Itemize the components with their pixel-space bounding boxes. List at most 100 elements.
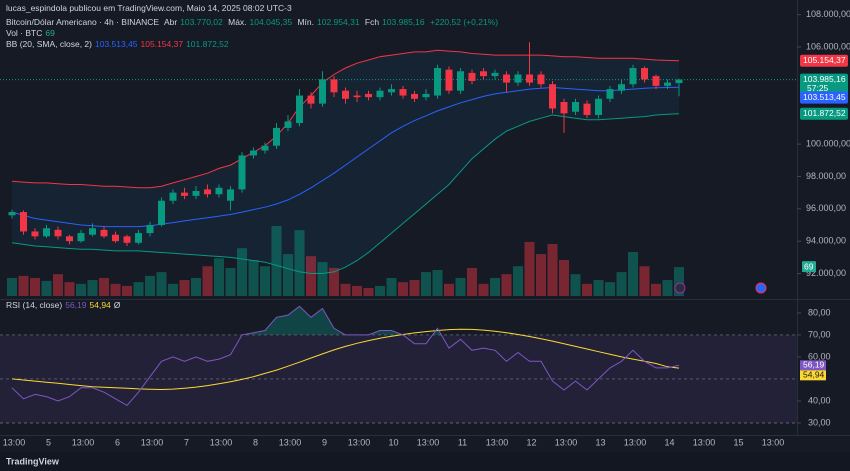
volume-bar: [179, 280, 190, 296]
rsi-ma: 54,94: [89, 300, 111, 310]
high: 104.045,35: [249, 17, 293, 27]
volume-bar: [191, 277, 201, 296]
x-tick-label: 14: [664, 437, 674, 447]
candle-body: [261, 145, 269, 151]
candle-body: [480, 71, 487, 77]
candle-body: [204, 189, 211, 195]
y-tick-label: 70,00: [808, 329, 831, 339]
candle-body: [146, 224, 154, 234]
x-tick-label: 7: [184, 437, 189, 447]
candle-body: [43, 228, 50, 237]
candle-body: [526, 74, 533, 83]
candle-body: [330, 79, 338, 93]
rsi: 56,19: [65, 300, 87, 310]
candle-body: [583, 103, 591, 115]
candle-body: [158, 200, 165, 225]
volume-bar: [582, 283, 592, 296]
volume-bar: [76, 283, 86, 296]
volume-bar: [363, 288, 374, 296]
volume-bar: [409, 280, 420, 296]
volume-bar: [662, 280, 673, 296]
volume-bar: [202, 266, 213, 296]
candle-body: [181, 192, 188, 196]
volume-tag-text: 69: [804, 261, 814, 271]
x-tick-label: 13:00: [141, 437, 164, 447]
volume-bar: [340, 283, 351, 296]
volume: 69: [45, 28, 55, 38]
brand: TradingView: [6, 456, 60, 466]
volume-bar: [559, 259, 569, 296]
bb-upper-tag-box: [800, 54, 848, 67]
volume-bar: [375, 285, 385, 296]
candle-body: [342, 90, 349, 99]
volume-bar: [329, 267, 339, 296]
change: +220,52 (+0,21%): [430, 17, 499, 27]
volume-bar: [271, 226, 282, 296]
x-tick-label: 13:00: [693, 437, 716, 447]
volume-bar: [237, 248, 247, 296]
y-tick-label: 96.000,00: [806, 203, 846, 213]
countdown: 57:25: [807, 83, 829, 93]
y-tick-label: 60,00: [808, 351, 831, 361]
volume-bar: [317, 262, 328, 296]
bb-lower-line: [11, 113, 680, 274]
x-tick-label: 13:00: [72, 437, 95, 447]
open-label: Abr: [163, 17, 178, 27]
volume-bar: [30, 277, 40, 296]
low: 102.954,31: [317, 17, 360, 27]
candle-body: [135, 233, 142, 243]
candle-body: [215, 187, 223, 195]
candle-body: [399, 89, 407, 96]
y-tick-label: 94.000,00: [806, 236, 846, 246]
candle-body: [434, 68, 441, 96]
y-tick-label: 30,00: [808, 417, 831, 427]
candle-body: [388, 89, 395, 93]
bb-lower-tag-text: 101.872,52: [803, 108, 846, 118]
plot-layer: 92.000,00 94.000,00 96.000,00 98.000,00 100.…: [0, 9, 850, 447]
rsi-tag-text: 56,19: [803, 360, 825, 370]
volume-bar: [53, 274, 63, 296]
y-tick-label: 100.000,00: [806, 138, 850, 148]
volume-bar: [501, 274, 512, 296]
candle-body: [595, 98, 602, 115]
y-tick-label: 98.000,00: [806, 171, 846, 181]
candle-body: [664, 82, 671, 86]
x-tick-label: 13:00: [348, 437, 371, 447]
volume-bar: [444, 283, 454, 296]
bb-basis-line: [11, 86, 680, 228]
x-tick-label: 9: [322, 437, 327, 447]
volume-bar: [455, 277, 466, 296]
x-tick-label: 11: [458, 437, 467, 447]
x-tick-label: 13:00: [486, 437, 509, 447]
candle-body: [560, 102, 568, 114]
candle-body: [468, 72, 476, 81]
bb-lower-tag-box: [800, 107, 848, 120]
candle-body: [112, 234, 119, 242]
rsi-ma-tag-text: 54,94: [803, 370, 825, 380]
symbol: Bitcoin/Dólar Americano · 4h · BINANCE: [6, 17, 160, 27]
y-tick-label: 40,00: [808, 395, 831, 405]
candle-body: [284, 121, 292, 128]
candle-body: [572, 102, 579, 112]
volume-bar: [225, 267, 236, 296]
y-tick-label: 106.000,00: [806, 41, 850, 51]
high-label: Máx.: [228, 17, 247, 27]
volume-bar: [168, 283, 178, 296]
bb-legend: BB (20, SMA, close, 2) 103.513,45 105.154,…: [6, 39, 232, 49]
volume-bar: [18, 275, 29, 296]
volume-bar: [616, 272, 627, 296]
volume-bar: [524, 241, 535, 296]
volume-bar: [398, 282, 408, 296]
candle-body: [31, 231, 39, 237]
x-tick-label: 10: [388, 437, 398, 447]
y-tick-label: 108.000,00: [806, 9, 850, 19]
x-tick-label: 13:00: [762, 437, 785, 447]
candle-body: [54, 229, 62, 237]
bb-basis-tag-box: [800, 91, 848, 104]
candle-body: [238, 155, 246, 190]
volume-bar: [432, 270, 443, 296]
volume-bar: [260, 266, 270, 296]
footer-bar: [0, 452, 850, 471]
volume-bar: [674, 267, 684, 296]
